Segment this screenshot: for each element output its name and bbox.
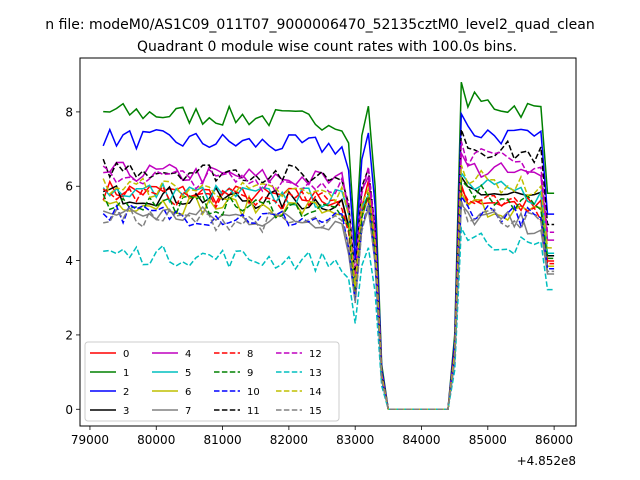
- series-line-8: [102, 185, 555, 411]
- x-axis: 79000 80000 81000 82000 83000 84000 85000 86000: [71, 426, 573, 447]
- legend-frame: [84, 341, 340, 422]
- legend-label-11: 11: [247, 406, 260, 417]
- legend-label-0: 0: [123, 349, 129, 360]
- legend-label-9: 9: [247, 368, 253, 379]
- y-tick-label: 2: [65, 328, 73, 342]
- series-layer: [102, 82, 555, 411]
- series-line-1: [103, 82, 555, 411]
- figure-suptitle: n file: modeM0/AS1C09_011T07_9000006470_…: [45, 17, 594, 33]
- series-line-2: [102, 111, 555, 411]
- x-tick-label: 79000: [71, 433, 109, 447]
- legend-label-7: 7: [185, 406, 191, 417]
- y-tick-label: 4: [65, 254, 73, 268]
- series-line-9: [102, 179, 555, 411]
- y-axis: 0 2 4 6 8: [65, 105, 80, 417]
- x-offset-label: +4.852e8: [517, 454, 576, 468]
- y-tick-label: 0: [65, 403, 73, 417]
- legend-label-1: 1: [123, 368, 129, 379]
- legend-label-4: 4: [185, 349, 191, 360]
- legend-label-6: 6: [185, 387, 191, 398]
- x-tick-label: 84000: [402, 433, 440, 447]
- x-tick-label: 85000: [469, 433, 507, 447]
- legend-label-2: 2: [123, 387, 129, 398]
- x-tick-label: 81000: [203, 433, 241, 447]
- series-line-4: [103, 150, 555, 411]
- legend-label-15: 15: [309, 406, 322, 417]
- legend-label-8: 8: [247, 349, 253, 360]
- plot-area: 79000 80000 81000 82000 83000 84000 85000 86000…: [65, 57, 577, 468]
- x-tick-label: 86000: [535, 433, 573, 447]
- chart-title: Quadrant 0 module wise count rates with …: [137, 39, 517, 55]
- y-tick-label: 8: [65, 105, 73, 119]
- series-line-12: [102, 141, 555, 411]
- y-tick-label: 6: [65, 180, 73, 194]
- series-line-14: [102, 164, 555, 411]
- series-line-10: [102, 194, 555, 411]
- series-line-13: [103, 225, 555, 411]
- series-line-15: [103, 200, 555, 411]
- legend-label-12: 12: [309, 349, 322, 360]
- legend-label-3: 3: [123, 406, 129, 417]
- legend-label-13: 13: [309, 368, 322, 379]
- x-tick-label: 83000: [336, 433, 374, 447]
- x-tick-label: 82000: [270, 433, 308, 447]
- legend-label-14: 14: [309, 387, 322, 398]
- x-tick-label: 80000: [137, 433, 175, 447]
- series-line-11: [102, 129, 555, 411]
- legend-label-5: 5: [185, 368, 191, 379]
- legend-label-10: 10: [247, 387, 260, 398]
- series-line-7: [102, 202, 555, 411]
- axes-frame: [79, 57, 577, 427]
- series-line-6: [102, 189, 555, 411]
